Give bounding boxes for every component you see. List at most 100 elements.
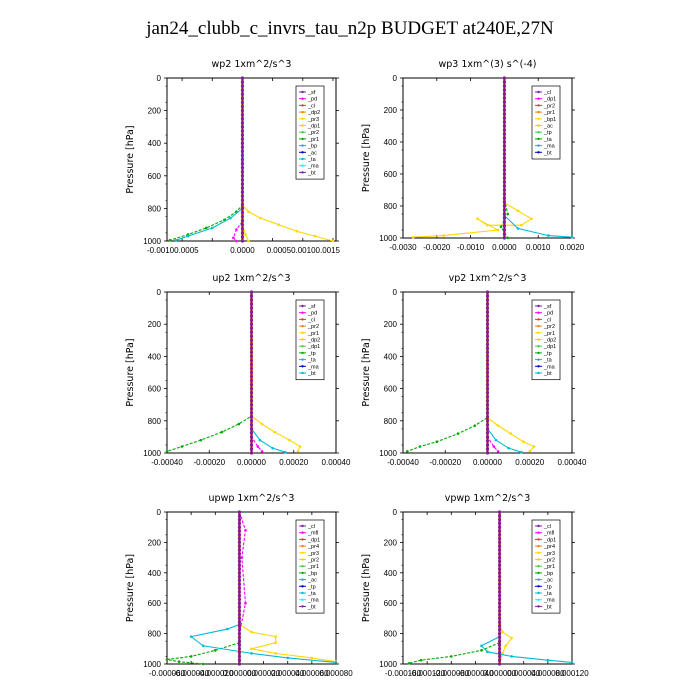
y-tick-label: 600 (384, 170, 398, 179)
profile-marker (497, 609, 502, 613)
series-point (516, 227, 520, 230)
figure-title: jan24_clubb_c_invrs_tau_n2p BUDGET at240… (146, 18, 554, 39)
x-tick-label: 0.00040 (322, 458, 351, 467)
series-point (237, 422, 241, 426)
profile-marker (237, 597, 242, 602)
x-tick-label: 0.00040 (558, 458, 587, 467)
profile-marker (485, 334, 490, 338)
chart-title: vp2 1xm^2/s^3 (449, 273, 527, 284)
profile-marker (249, 427, 254, 431)
profile-marker (240, 157, 245, 162)
series-point (334, 661, 338, 664)
profile-marker (240, 100, 245, 105)
legend-marker (301, 164, 304, 167)
profile-marker (502, 236, 506, 240)
series-point (418, 445, 422, 448)
series-point (504, 644, 507, 648)
profile-marker (497, 639, 502, 643)
profile-marker (485, 411, 490, 415)
profile-marker (237, 635, 242, 640)
series-point (180, 445, 184, 448)
legend-marker (301, 585, 304, 588)
series-point (189, 655, 193, 658)
series-point (501, 630, 504, 634)
series-point (247, 239, 250, 243)
legend-label: _bt (307, 604, 316, 610)
profile-marker (502, 196, 506, 200)
profile-marker (237, 639, 242, 643)
profile-marker (485, 391, 490, 395)
legend-label: _bt (543, 604, 552, 610)
series-point (204, 226, 208, 230)
profile-marker (502, 132, 506, 136)
legend-label: _tp (307, 584, 316, 590)
profile-marker (237, 586, 242, 590)
x-tick-label: -0.000020 (197, 669, 234, 678)
x-tick-label: 0.000000 (223, 669, 257, 678)
legend-label: _bt (307, 170, 316, 176)
y-tick-label: 0 (157, 74, 162, 83)
series-line-tp (250, 292, 263, 452)
profile-marker (249, 290, 254, 294)
legend-marker (537, 324, 540, 328)
profile-marker (497, 654, 502, 659)
legend-marker (301, 538, 304, 541)
legend-label: _ta (307, 591, 317, 597)
y-tick-label: 1000 (143, 449, 161, 458)
x-tick-label: 0.0020 (560, 243, 585, 252)
profile-marker (249, 334, 254, 338)
profile-marker (497, 605, 502, 609)
profile-marker (485, 439, 490, 443)
x-tick-label: -0.00040 (387, 458, 419, 467)
profile-marker (249, 362, 254, 367)
profile-marker (237, 525, 242, 529)
x-tick-label: 0.0000 (492, 243, 517, 252)
legend-label: _pr1 (307, 137, 319, 143)
profile-marker (237, 590, 242, 594)
legend-marker (537, 137, 540, 141)
profile-marker (240, 219, 245, 223)
legend-marker (301, 598, 304, 601)
legend-marker (537, 318, 540, 321)
legend-marker (537, 144, 540, 147)
profile-marker (249, 435, 254, 439)
y-axis-label: Pressure [hPa] (361, 338, 372, 406)
profile-marker (237, 662, 242, 666)
x-tick-label: -0.000040 (173, 669, 210, 678)
profile-marker (240, 190, 245, 194)
profile-marker (240, 145, 245, 149)
x-tick-label: 0.000060 (295, 669, 329, 678)
y-tick-label: 600 (148, 599, 162, 608)
series-point (476, 217, 479, 221)
profile-marker (249, 314, 254, 318)
profile-marker (502, 120, 506, 124)
profile-marker (237, 556, 242, 560)
series-point (496, 450, 500, 453)
y-tick-label: 1000 (379, 234, 397, 243)
y-axis-label: Pressure [hPa] (125, 338, 136, 406)
legend-marker (301, 551, 304, 554)
series-point (213, 649, 217, 652)
legend-label: _cl (543, 524, 551, 530)
legend-marker (301, 131, 304, 134)
profile-marker (249, 318, 254, 322)
legend-marker (537, 591, 540, 595)
profile-marker (249, 407, 254, 411)
series-point (277, 223, 280, 226)
legend-label: _bp (307, 144, 317, 150)
y-tick-label: 800 (148, 204, 162, 213)
legend-label: _dp1 (307, 344, 320, 350)
series-point (288, 438, 291, 442)
y-tick-label: 1000 (143, 237, 161, 246)
profile-marker (485, 346, 490, 350)
profile-marker (497, 548, 502, 552)
profile-marker (249, 395, 254, 399)
x-tick-label: 0.000020 (247, 669, 281, 678)
legend-marker (537, 371, 540, 375)
series-point (480, 649, 483, 652)
legend-label: _ma (307, 364, 320, 370)
profile-marker (237, 647, 242, 651)
profile-marker (240, 239, 245, 243)
profile-marker (502, 224, 506, 228)
profile-marker (240, 149, 245, 153)
